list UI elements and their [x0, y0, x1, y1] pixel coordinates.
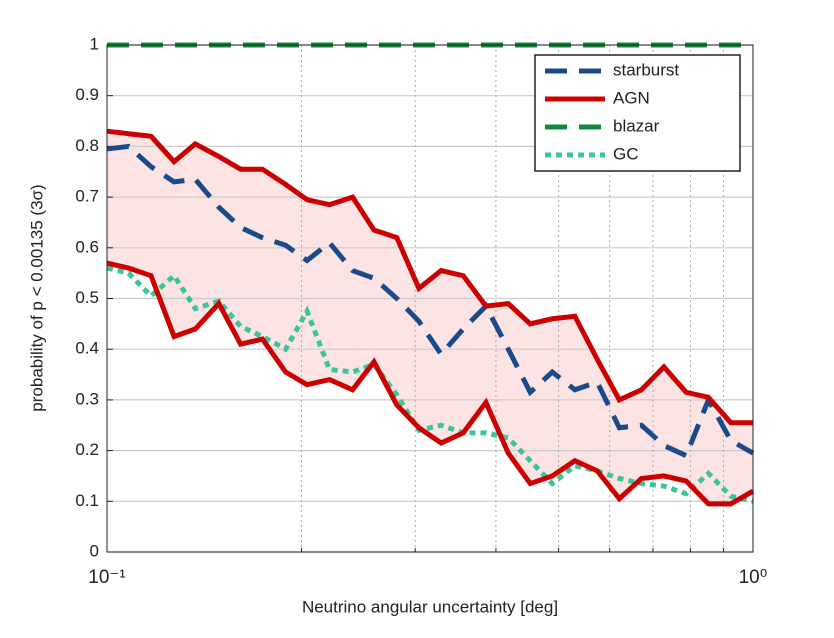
legend-label: starburst — [613, 60, 679, 79]
y-tick-label: 0.7 — [75, 187, 99, 206]
y-tick-label: 0.8 — [75, 136, 99, 155]
legend-box — [534, 54, 741, 172]
y-axis-label: probability of p < 0.00135 (3σ) — [27, 184, 46, 411]
y-tick-label: 0.5 — [75, 288, 99, 307]
y-tick-label: 0.4 — [75, 339, 99, 358]
y-tick-label: 0.1 — [75, 491, 99, 510]
y-tick-label: 0.2 — [75, 440, 99, 459]
y-tick-label: 0 — [90, 541, 99, 560]
series-line — [106, 143, 755, 460]
y-tick-label: 0.6 — [75, 237, 99, 256]
series-line — [106, 260, 755, 507]
y-tick-label: 0.9 — [75, 85, 99, 104]
legend-label: GC — [613, 144, 639, 163]
y-tick-label: 1 — [90, 34, 99, 53]
x-tick-label: 10⁻¹ — [88, 567, 126, 588]
y-tick-label: 0.3 — [75, 389, 99, 408]
series-line — [106, 265, 754, 504]
x-axis-label: Neutrino angular uncertainty [deg] — [302, 597, 558, 616]
x-tick-label: 10⁰ — [739, 567, 768, 588]
legend-label: blazar — [613, 116, 660, 135]
plot-frame — [106, 44, 754, 553]
series-line — [106, 128, 753, 426]
band — [107, 131, 753, 504]
legend-label: AGN — [613, 88, 650, 107]
